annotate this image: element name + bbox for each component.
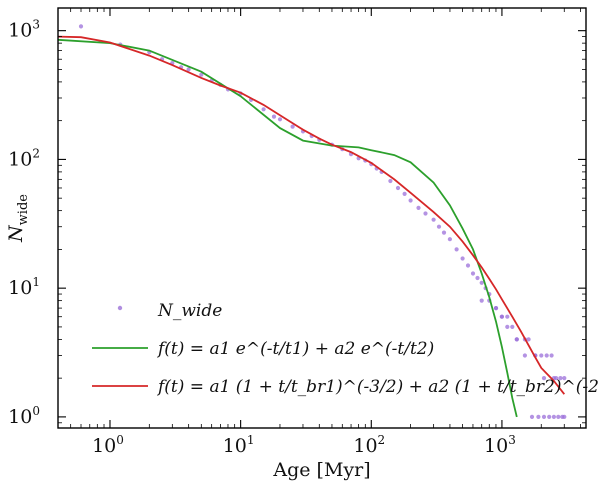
data-point — [277, 117, 283, 122]
tick-base: 10 — [223, 435, 247, 457]
y-tick-label: 103 — [8, 18, 40, 42]
data-point — [562, 376, 567, 381]
data-point — [423, 211, 428, 216]
x-tick-label: 101 — [223, 433, 255, 457]
legend: N_wide f(t) = a1 e^(-t/t1) + a2 e^(-t/t2)… — [92, 301, 598, 397]
data-point — [271, 114, 277, 119]
data-point — [454, 247, 459, 252]
y-tick-label: 102 — [8, 146, 40, 170]
data-point — [261, 107, 266, 112]
data-point — [551, 414, 557, 419]
data-point — [199, 72, 204, 77]
x-tick-label: 100 — [92, 433, 124, 457]
tick-base: 10 — [353, 435, 377, 457]
y-tick-label: 101 — [8, 275, 40, 299]
data-point — [460, 256, 465, 261]
tick-base: 10 — [8, 148, 32, 170]
tick-base: 10 — [92, 435, 116, 457]
data-point — [529, 414, 535, 419]
tick-exponent: 2 — [378, 433, 386, 447]
data-point — [479, 280, 484, 285]
series-line-2 — [58, 38, 518, 418]
data-point — [544, 353, 549, 358]
tick-exponent: 3 — [508, 433, 516, 447]
tick-base: 10 — [8, 277, 32, 299]
x-tick-label: 102 — [353, 433, 385, 457]
data-point — [290, 124, 295, 129]
data-point — [408, 198, 413, 203]
tick-base: 10 — [8, 406, 32, 428]
legend-label: f(t) = a1 e^(-t/t1) + a2 e^(-t/t2) — [156, 339, 434, 359]
data-point — [499, 314, 504, 319]
data-point — [554, 376, 559, 381]
data-point — [558, 376, 563, 381]
data-point — [514, 337, 519, 342]
data-point — [556, 414, 561, 419]
data-point — [431, 217, 436, 222]
data-point — [465, 263, 471, 268]
data-point — [493, 306, 499, 311]
y-axis-title-subscript: wide — [16, 194, 31, 226]
data-point — [470, 271, 476, 276]
plot-data-layer — [58, 24, 567, 419]
tick-exponent: 0 — [32, 404, 40, 418]
data-point — [505, 324, 510, 329]
tick-exponent: 2 — [32, 146, 40, 160]
tick-exponent: 1 — [32, 275, 40, 289]
legend-label: f(t) = a1 (1 + t/t_br1)^(-3/2) + a2 (1 +… — [156, 377, 598, 397]
data-point — [539, 353, 544, 358]
tick-exponent: 1 — [247, 433, 255, 447]
data-point — [536, 414, 541, 419]
tick-exponent: 0 — [116, 433, 124, 447]
x-tick-label: 103 — [484, 433, 516, 457]
data-point — [547, 414, 552, 419]
tick-exponent: 3 — [32, 18, 40, 32]
legend-marker-points — [117, 305, 123, 311]
y-tick-label: 100 — [8, 404, 40, 428]
tick-base: 10 — [484, 435, 508, 457]
y-axis-title: Nwide — [5, 194, 31, 243]
legend-label: N_wide — [157, 301, 222, 321]
data-point — [541, 376, 547, 381]
data-point — [388, 178, 393, 184]
data-point — [475, 275, 480, 281]
data-point — [510, 324, 515, 329]
data-point — [402, 191, 407, 196]
data-point — [541, 414, 547, 419]
y-axis-title-main: N — [5, 224, 27, 243]
x-axis-title: Age [Myr] — [272, 459, 370, 481]
data-point — [441, 230, 447, 235]
data-point — [447, 237, 452, 242]
tick-base: 10 — [8, 20, 32, 42]
plot-frame — [57, 7, 587, 429]
data-point — [436, 224, 442, 229]
data-point — [186, 67, 191, 72]
plot-area — [58, 24, 567, 419]
data-point — [549, 353, 554, 358]
data-point — [505, 314, 510, 319]
data-point — [479, 298, 484, 303]
data-point — [416, 205, 421, 210]
data-point — [395, 185, 401, 191]
data-point — [522, 353, 528, 358]
data-point — [560, 414, 565, 419]
series-line-3 — [58, 35, 566, 395]
data-point — [78, 24, 84, 29]
data-point — [526, 337, 531, 342]
